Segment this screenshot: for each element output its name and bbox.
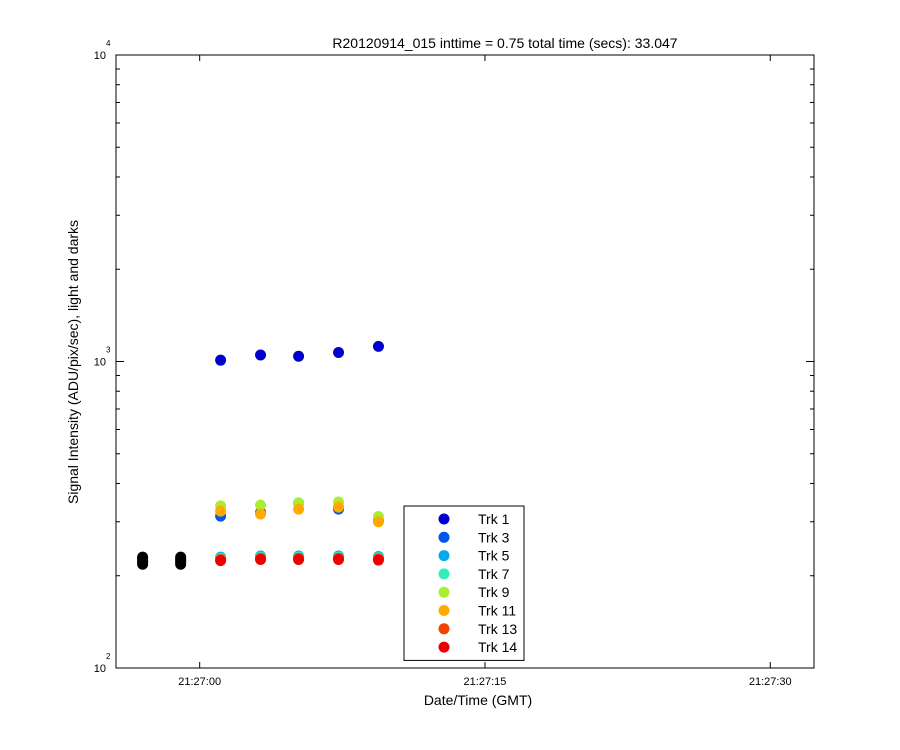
point-trk-1: [333, 346, 345, 358]
plot-area-frame: [115, 54, 815, 669]
point-trk-1: [372, 340, 384, 352]
point-trk-14: [293, 553, 305, 565]
legend-marker: [438, 623, 450, 635]
legend-marker: [438, 550, 450, 562]
point-trk-14: [372, 554, 384, 566]
legend-marker: [438, 568, 450, 580]
y-axis-label: Signal Intensity (ADU/pix/sec), light an…: [65, 220, 81, 504]
legend-label: Trk 13: [478, 621, 517, 637]
point-trk-1: [215, 354, 227, 366]
point-dark-frame: [137, 551, 149, 563]
point-trk-11: [293, 503, 305, 515]
legend-label: Trk 7: [478, 566, 510, 582]
y-tick-label-base: 10: [94, 357, 106, 369]
point-trk-14: [215, 555, 227, 567]
point-trk-14: [255, 553, 267, 565]
point-trk-1: [255, 349, 267, 361]
legend-label: Trk 3: [478, 529, 510, 545]
point-dark-frame: [175, 551, 187, 563]
chart-title: R20120914_015 inttime = 0.75 total time …: [332, 35, 677, 51]
legend-marker: [438, 641, 450, 653]
legend-box: [403, 505, 525, 661]
x-tick-label: 21:27:15: [464, 676, 507, 688]
legend-label: Trk 1: [478, 511, 510, 527]
legend-label: Trk 9: [478, 584, 510, 600]
y-tick-label-exponent: 3: [106, 346, 111, 355]
legend-marker: [438, 531, 450, 543]
legend-label: Trk 14: [478, 639, 517, 655]
point-trk-11: [215, 505, 227, 517]
y-tick-label-base: 10: [94, 663, 106, 675]
y-tick-label-exponent: 4: [106, 39, 111, 48]
point-trk-11: [372, 516, 384, 528]
legend-marker: [438, 605, 450, 616]
legend-label: Trk 11: [478, 603, 516, 619]
x-axis-label: Date/Time (GMT): [424, 692, 532, 708]
y-tick-label-base: 10: [94, 50, 106, 62]
point-trk-14: [333, 553, 345, 565]
point-trk-11: [255, 508, 267, 520]
legend-marker: [438, 586, 450, 598]
legend-label: Trk 5: [478, 548, 510, 564]
point-trk-11: [333, 501, 345, 513]
legend-marker: [438, 513, 450, 525]
point-trk-1: [293, 350, 305, 362]
point-trk-9: [255, 499, 267, 511]
legend: Trk 1 Trk 3 Trk 5 Trk 7 Trk 9 Trk 11 Trk 13 Trk…: [403, 505, 525, 661]
y-tick-label-exponent: 2: [106, 652, 111, 661]
x-tick-label: 21:27:30: [749, 676, 792, 688]
x-tick-label: 21:27:00: [178, 676, 221, 688]
